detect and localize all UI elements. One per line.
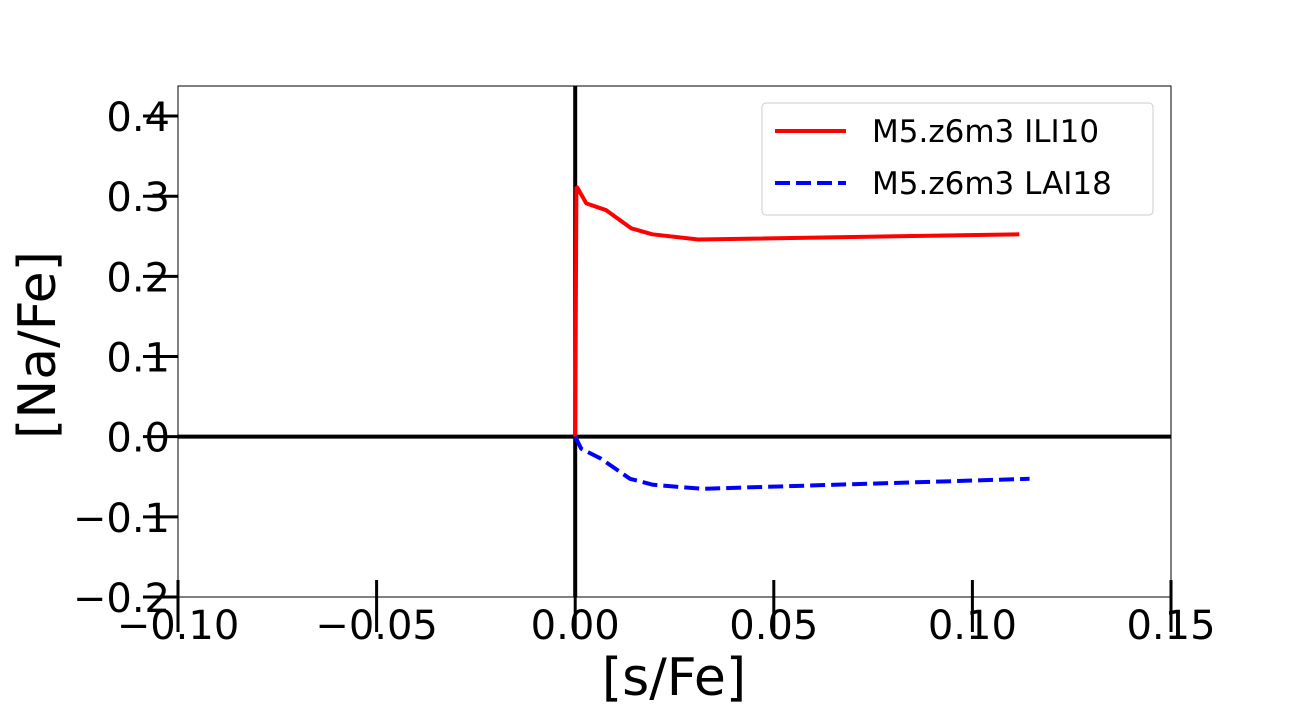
y-tick-label: 0.3: [106, 175, 170, 221]
y-axis-label: [Na/Fe]: [8, 251, 68, 439]
x-tick-label: −0.05: [315, 603, 438, 649]
y-tick-label: 0.1: [106, 336, 170, 382]
x-tick-label: 0.10: [928, 603, 1017, 649]
x-axis-label: [s/Fe]: [602, 648, 746, 708]
legend-box: [761, 102, 1154, 216]
series-line-1: [573, 435, 1030, 491]
ticks: −0.10 −0.05 0.00 0.05 0.10 0.15 −0.2 −0.1 0.0 0.1…: [73, 95, 1216, 649]
x-tick-label: −0.10: [117, 603, 240, 649]
plot-lines: [178, 86, 1171, 597]
y-tick-label: 0.4: [106, 95, 170, 141]
series-line-0: [573, 185, 1020, 437]
y-tick-label: −0.2: [73, 576, 170, 622]
x-tick-label: 0.00: [531, 603, 620, 649]
x-tick-label: 0.05: [729, 603, 818, 649]
axes-frame: [177, 85, 1172, 598]
legend-label-1: M5.z6m3 LAI18: [872, 166, 1112, 202]
legend: M5.z6m3 ILI10 M5.z6m3 LAI18: [761, 102, 1154, 216]
legend-label-0: M5.z6m3 ILI10: [872, 114, 1099, 150]
y-tick-label: −0.1: [73, 496, 170, 542]
x-tick-label: 0.15: [1126, 603, 1215, 649]
y-tick-label: 0.2: [106, 255, 170, 301]
y-tick-label: 0.0: [106, 416, 170, 462]
